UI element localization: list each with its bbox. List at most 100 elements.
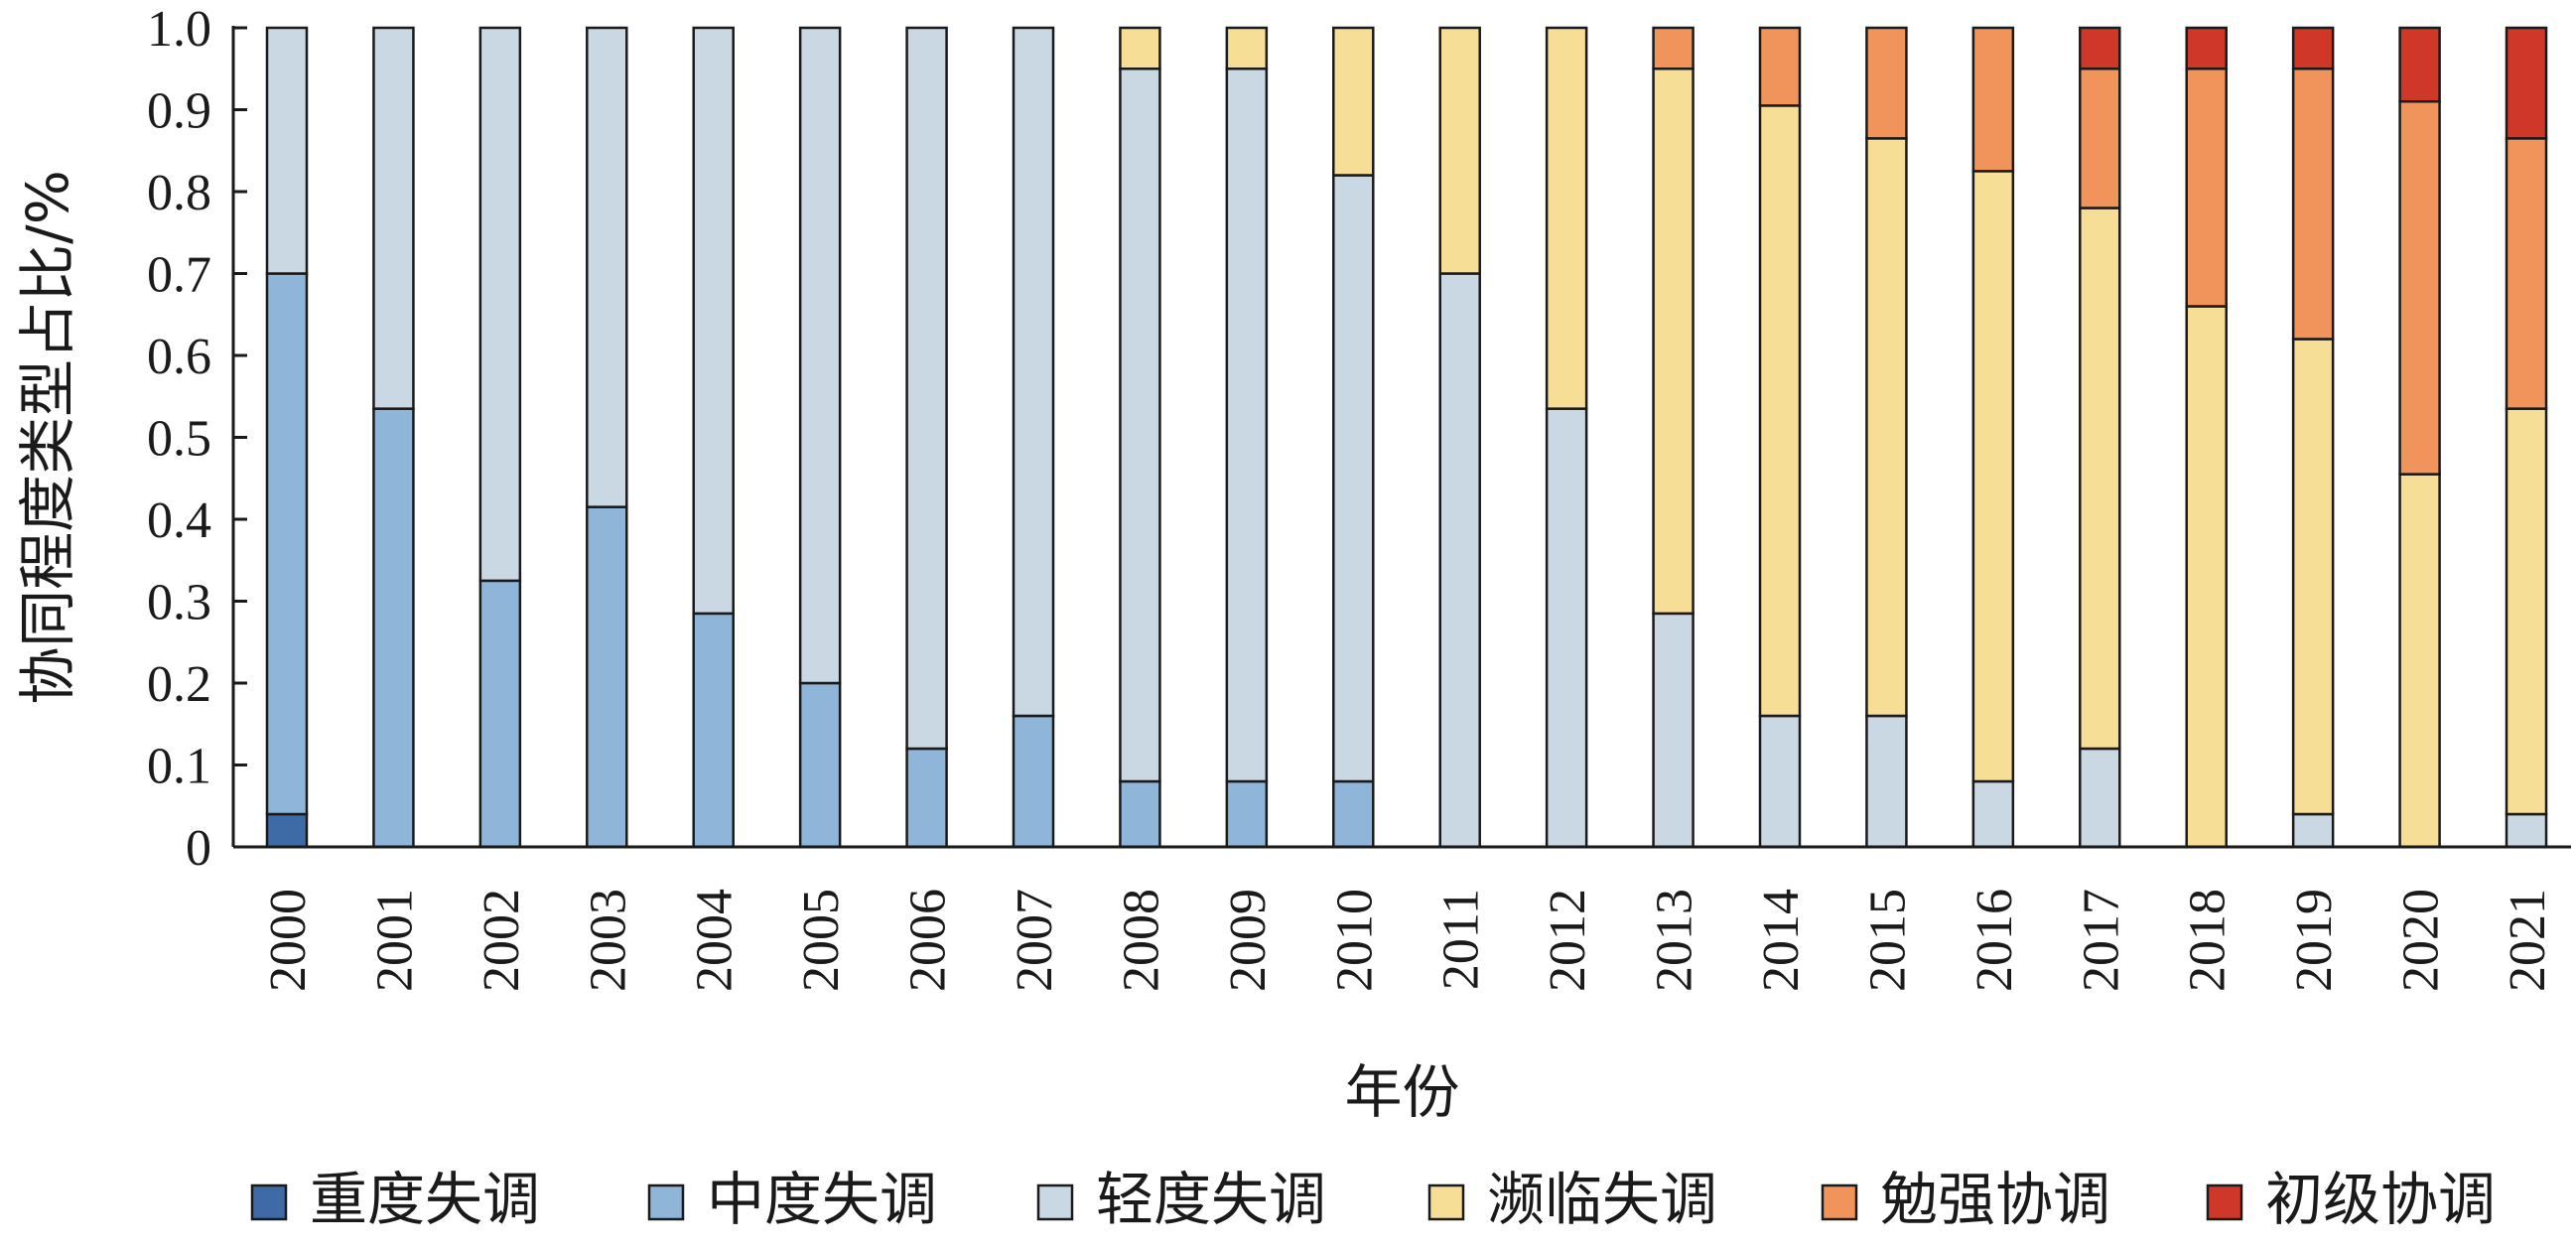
bar-segment-2001-2 [372, 26, 415, 410]
y-tick-label: 0.2 [147, 656, 211, 713]
bar-segment-2000-0 [265, 812, 309, 849]
bar-segment-2013-4 [1652, 26, 1695, 70]
bar-segment-2019-2 [2291, 812, 2335, 849]
bar-segment-2006-2 [905, 26, 948, 751]
bar-segment-2007-1 [1012, 714, 1055, 849]
y-axis-title: 协同程度类型占比/% [14, 170, 81, 705]
legend-swatch [250, 1183, 288, 1221]
bar-segment-2019-4 [2291, 68, 2335, 341]
y-tick-label: 1.0 [147, 1, 211, 58]
bar-segment-2016-4 [1971, 26, 2015, 173]
legend-label: 中度失调 [707, 1166, 937, 1233]
bar-segment-2010-1 [1332, 779, 1375, 849]
x-tick-label: 2003 [580, 889, 636, 992]
bar-segment-2011-2 [1438, 272, 1481, 849]
bar-segment-2015-3 [1865, 137, 1908, 718]
y-ticks-group: 0 0.1 0.2 0.3 0.4 0.5 0.6 0.7 0.8 0.9 1.0 [147, 1, 247, 877]
bar-segment-2002-2 [478, 26, 522, 583]
x-tick-label: 2017 [2073, 889, 2129, 992]
bar-segment-2019-3 [2291, 338, 2335, 816]
bar-segment-2010-3 [1332, 26, 1375, 177]
bar-segment-2004-1 [692, 612, 735, 849]
bar-segment-2018-5 [2185, 26, 2228, 70]
legend-label: 濒临失调 [1487, 1166, 1717, 1233]
bar-segment-2012-2 [1545, 407, 1588, 849]
legend-label: 重度失调 [310, 1166, 540, 1233]
x-tick-label: 2000 [260, 889, 317, 992]
y-tick-label: 0 [186, 820, 211, 877]
bar-segment-2021-2 [2505, 812, 2548, 849]
bar-segment-2017-2 [2079, 747, 2121, 849]
x-tick-label: 2020 [2393, 889, 2450, 992]
bar-segment-2008-2 [1119, 68, 1161, 783]
bar-segment-2007-2 [1012, 26, 1055, 718]
bar-segment-2004-2 [692, 26, 735, 616]
bar-segment-2005-2 [798, 26, 842, 685]
legend-swatch [1821, 1183, 1858, 1221]
bar-segment-2002-1 [478, 579, 522, 849]
legend-swatch [1427, 1183, 1465, 1221]
y-tick-label: 0.8 [147, 165, 211, 221]
bar-segment-2012-3 [1545, 26, 1588, 410]
x-tick-label: 2013 [1647, 889, 1703, 992]
bar-segment-2008-3 [1119, 26, 1161, 70]
x-tick-label: 2019 [2286, 889, 2343, 992]
bar-segment-2018-4 [2185, 68, 2228, 308]
x-tick-label: 2004 [687, 889, 744, 992]
bar-segment-2003-2 [586, 26, 628, 508]
legend-swatch [2206, 1183, 2243, 1221]
x-tick-label: 2002 [474, 889, 530, 992]
bar-segment-2003-1 [586, 505, 628, 849]
bar-segment-2017-4 [2079, 68, 2121, 209]
bar-segment-2014-4 [1758, 26, 1802, 107]
legend: 重度失调 中度失调 轻度失调 濒临失调 勉强协调 初级协调 [250, 1166, 2496, 1233]
bar-segment-2016-3 [1971, 170, 2015, 783]
y-tick-label: 0.1 [147, 739, 211, 795]
x-tick-label: 2014 [1753, 889, 1810, 992]
x-tick-label: 2018 [2180, 889, 2237, 992]
x-ticks-group: 2000 2001 2002 2003 2004 2005 2006 2007 2008 2009… [260, 889, 2556, 992]
bar-segment-2013-3 [1652, 68, 1695, 616]
x-tick-label: 2016 [1966, 889, 2023, 992]
legend-label: 初级协调 [2265, 1166, 2496, 1233]
legend-label: 轻度失调 [1096, 1166, 1326, 1233]
x-tick-label: 2006 [900, 889, 957, 992]
bar-segment-2017-5 [2079, 26, 2121, 70]
bar-segment-2020-5 [2398, 26, 2441, 103]
bar-segment-2010-2 [1332, 174, 1375, 783]
y-tick-label: 0.7 [147, 247, 211, 304]
x-axis-title: 年份 [1344, 1058, 1459, 1126]
bar-segment-2011-3 [1438, 26, 1481, 275]
x-tick-label: 2012 [1540, 889, 1596, 992]
x-tick-label: 2007 [1007, 889, 1063, 992]
y-tick-label: 0.4 [147, 492, 211, 549]
bar-segment-2006-1 [905, 747, 948, 849]
bar-segment-2014-2 [1758, 714, 1802, 849]
x-tick-label: 2015 [1859, 889, 1916, 992]
x-tick-label: 2008 [1113, 889, 1169, 992]
x-tick-label: 2005 [793, 889, 850, 992]
bar-segment-2020-3 [2398, 473, 2441, 849]
legend-swatch [1036, 1183, 1074, 1221]
x-tick-label: 2009 [1220, 889, 1277, 992]
bar-segment-2018-3 [2185, 305, 2228, 849]
bar-segment-2021-3 [2505, 407, 2548, 816]
bar-segment-2000-1 [265, 272, 309, 816]
bar-segment-2013-2 [1652, 612, 1695, 849]
bar-segment-2016-2 [1971, 779, 2015, 849]
bar-segment-2009-2 [1225, 68, 1269, 783]
x-tick-label: 2001 [366, 889, 423, 992]
x-tick-label: 2010 [1326, 889, 1383, 992]
bars-group [265, 26, 2548, 849]
bar-segment-2020-4 [2398, 100, 2441, 476]
bar-segment-2015-4 [1865, 26, 1908, 140]
bar-segment-2001-1 [372, 407, 415, 849]
x-tick-label: 2011 [1433, 889, 1490, 990]
bar-segment-2021-4 [2505, 137, 2548, 410]
bar-segment-2009-3 [1225, 26, 1269, 70]
bar-segment-2021-5 [2505, 26, 2548, 140]
x-tick-label: 2021 [2500, 889, 2556, 992]
y-tick-label: 0.6 [147, 329, 211, 385]
